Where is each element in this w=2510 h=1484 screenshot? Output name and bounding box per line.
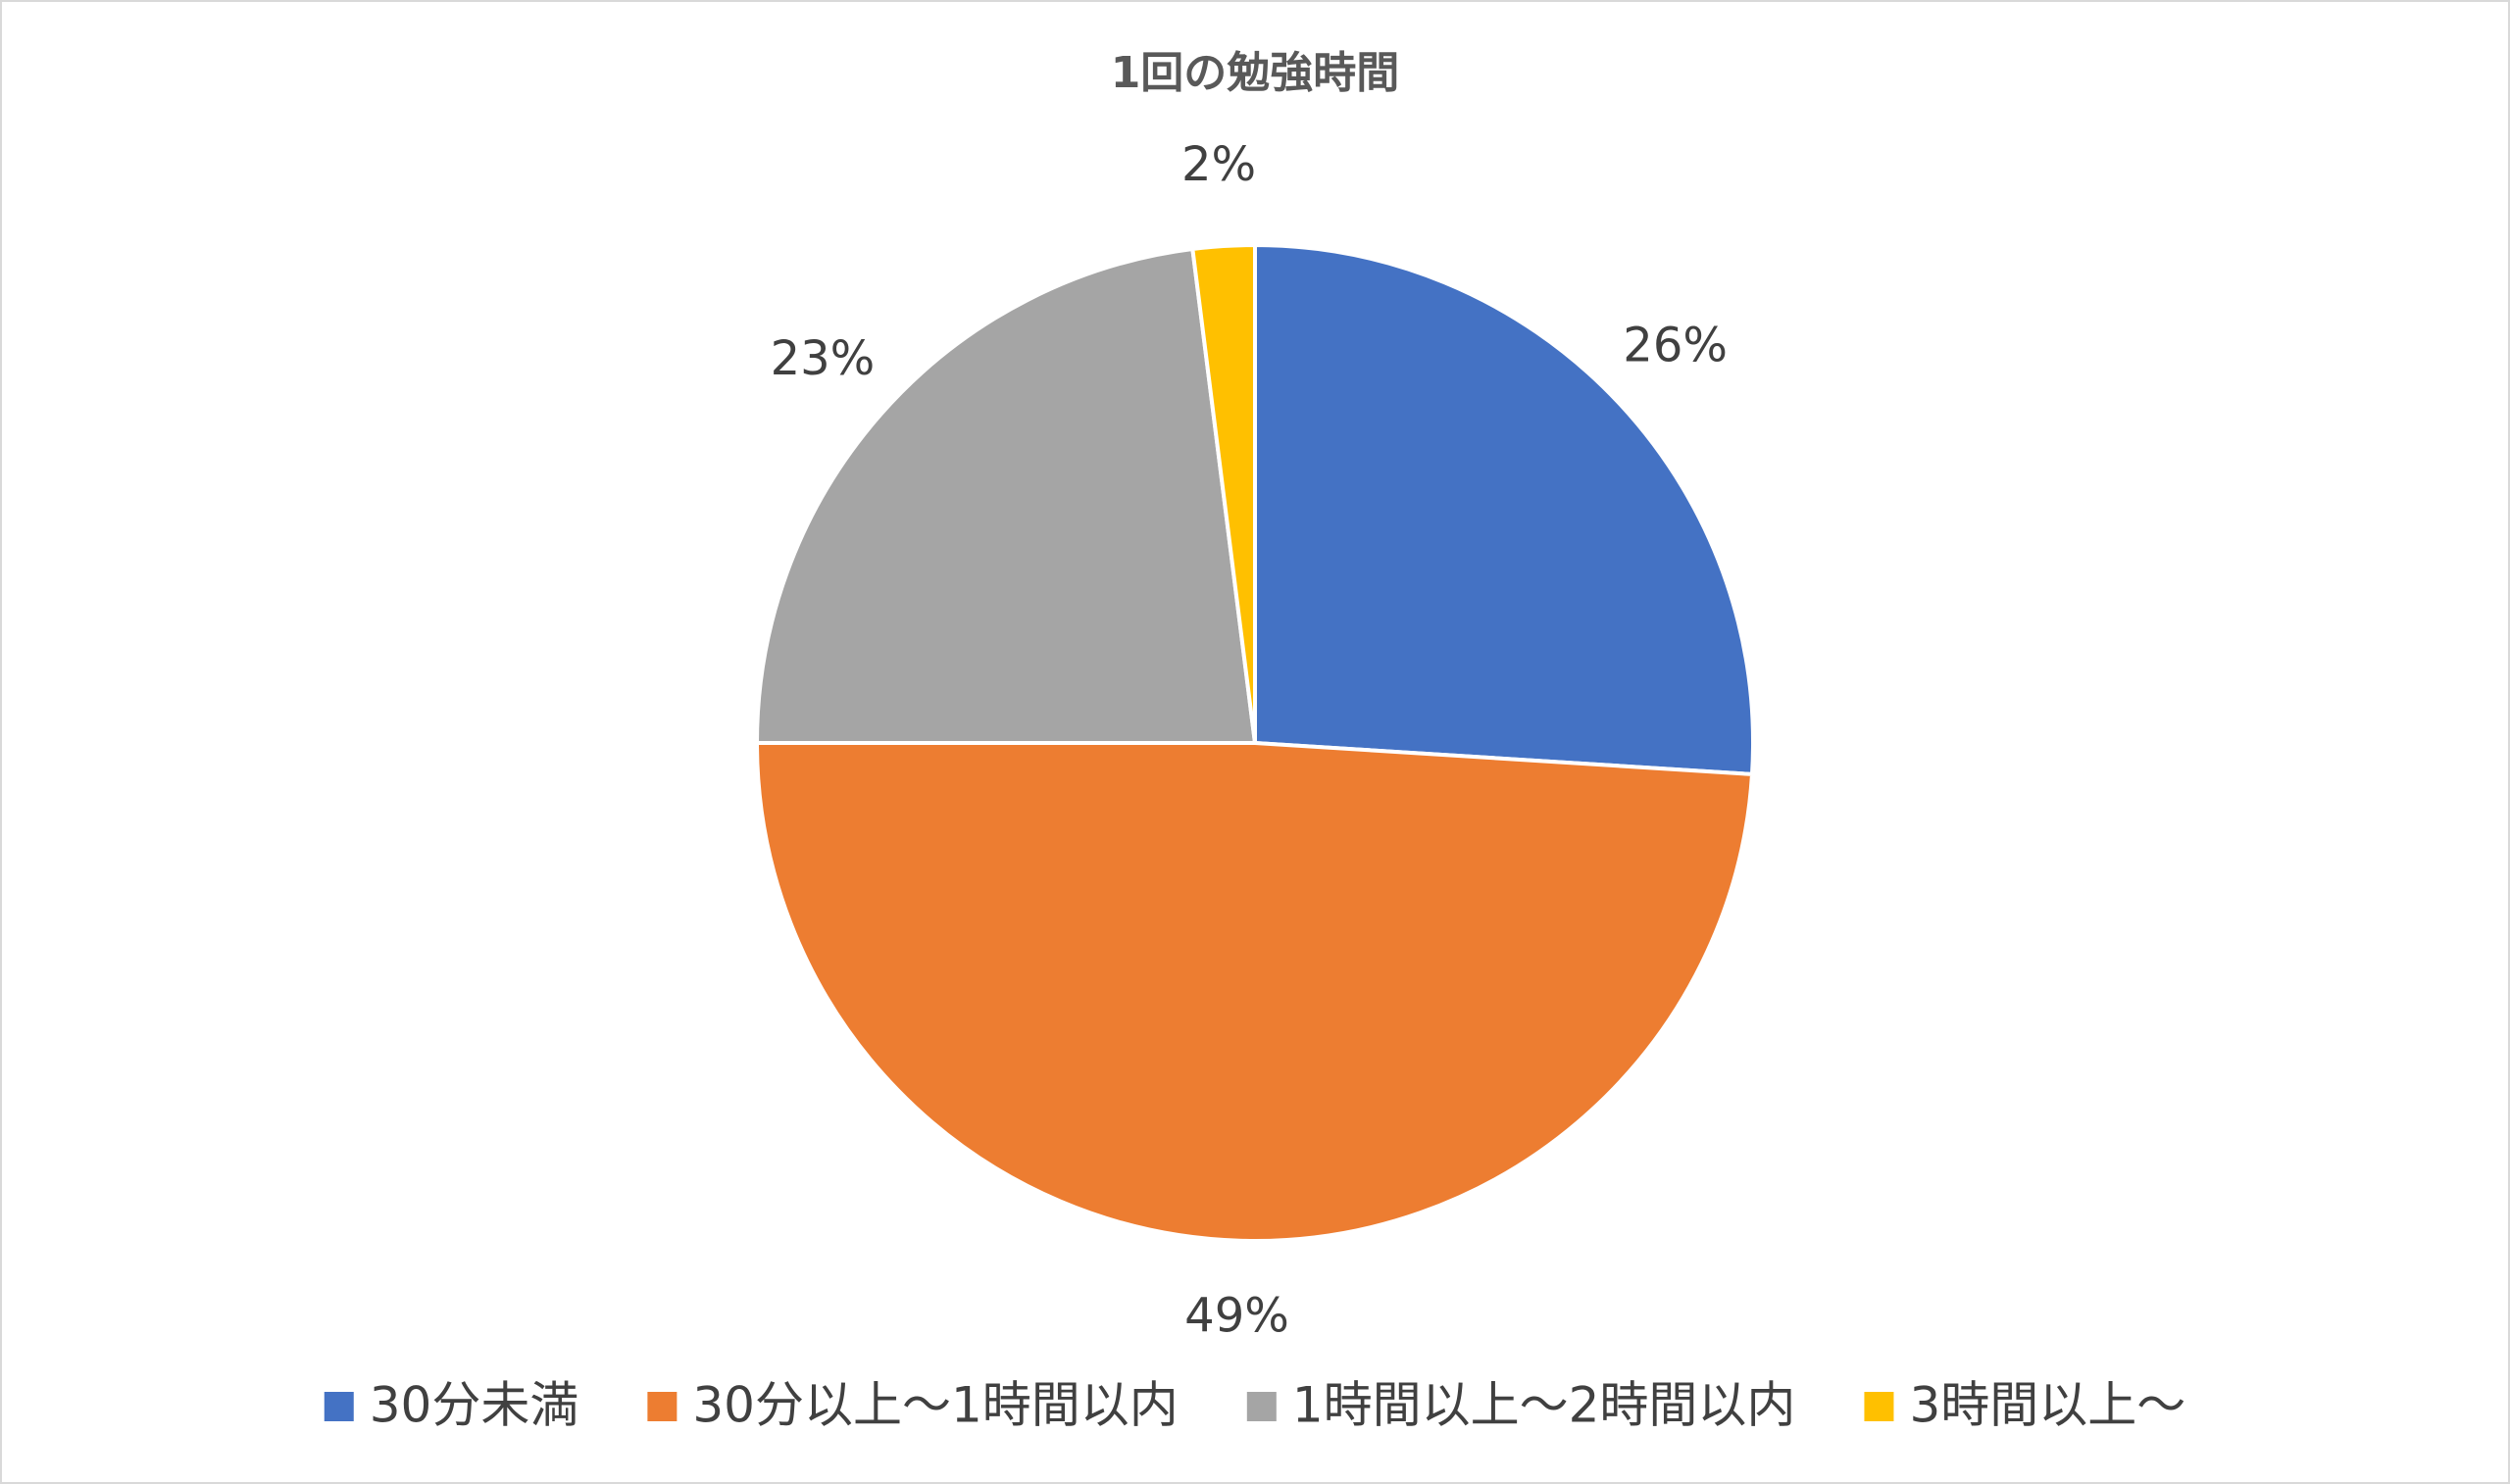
legend-label: 30分以上～1時間以内 [692, 1377, 1178, 1434]
data-label: 26% [1623, 318, 1728, 372]
pie-slice [1190, 242, 1257, 744]
pie-slice [1253, 242, 1755, 777]
legend-label: 30分未満 [370, 1377, 579, 1434]
legend-swatch [1246, 1392, 1277, 1421]
pie-slice [754, 246, 1258, 745]
legend-swatch [647, 1392, 678, 1421]
data-label: 2% [1181, 137, 1256, 192]
legend-label: 3時間以上～ [1909, 1377, 2185, 1434]
legend-label: 1時間以上～2時間以内 [1292, 1377, 1796, 1434]
data-label: 23% [771, 331, 876, 386]
chart-title: 1回の勉強時間 [1111, 48, 1400, 98]
legend-swatch [324, 1392, 354, 1421]
pie-slice [754, 741, 1755, 1244]
data-label: 49% [1184, 1289, 1289, 1344]
legend-swatch [1864, 1392, 1894, 1421]
